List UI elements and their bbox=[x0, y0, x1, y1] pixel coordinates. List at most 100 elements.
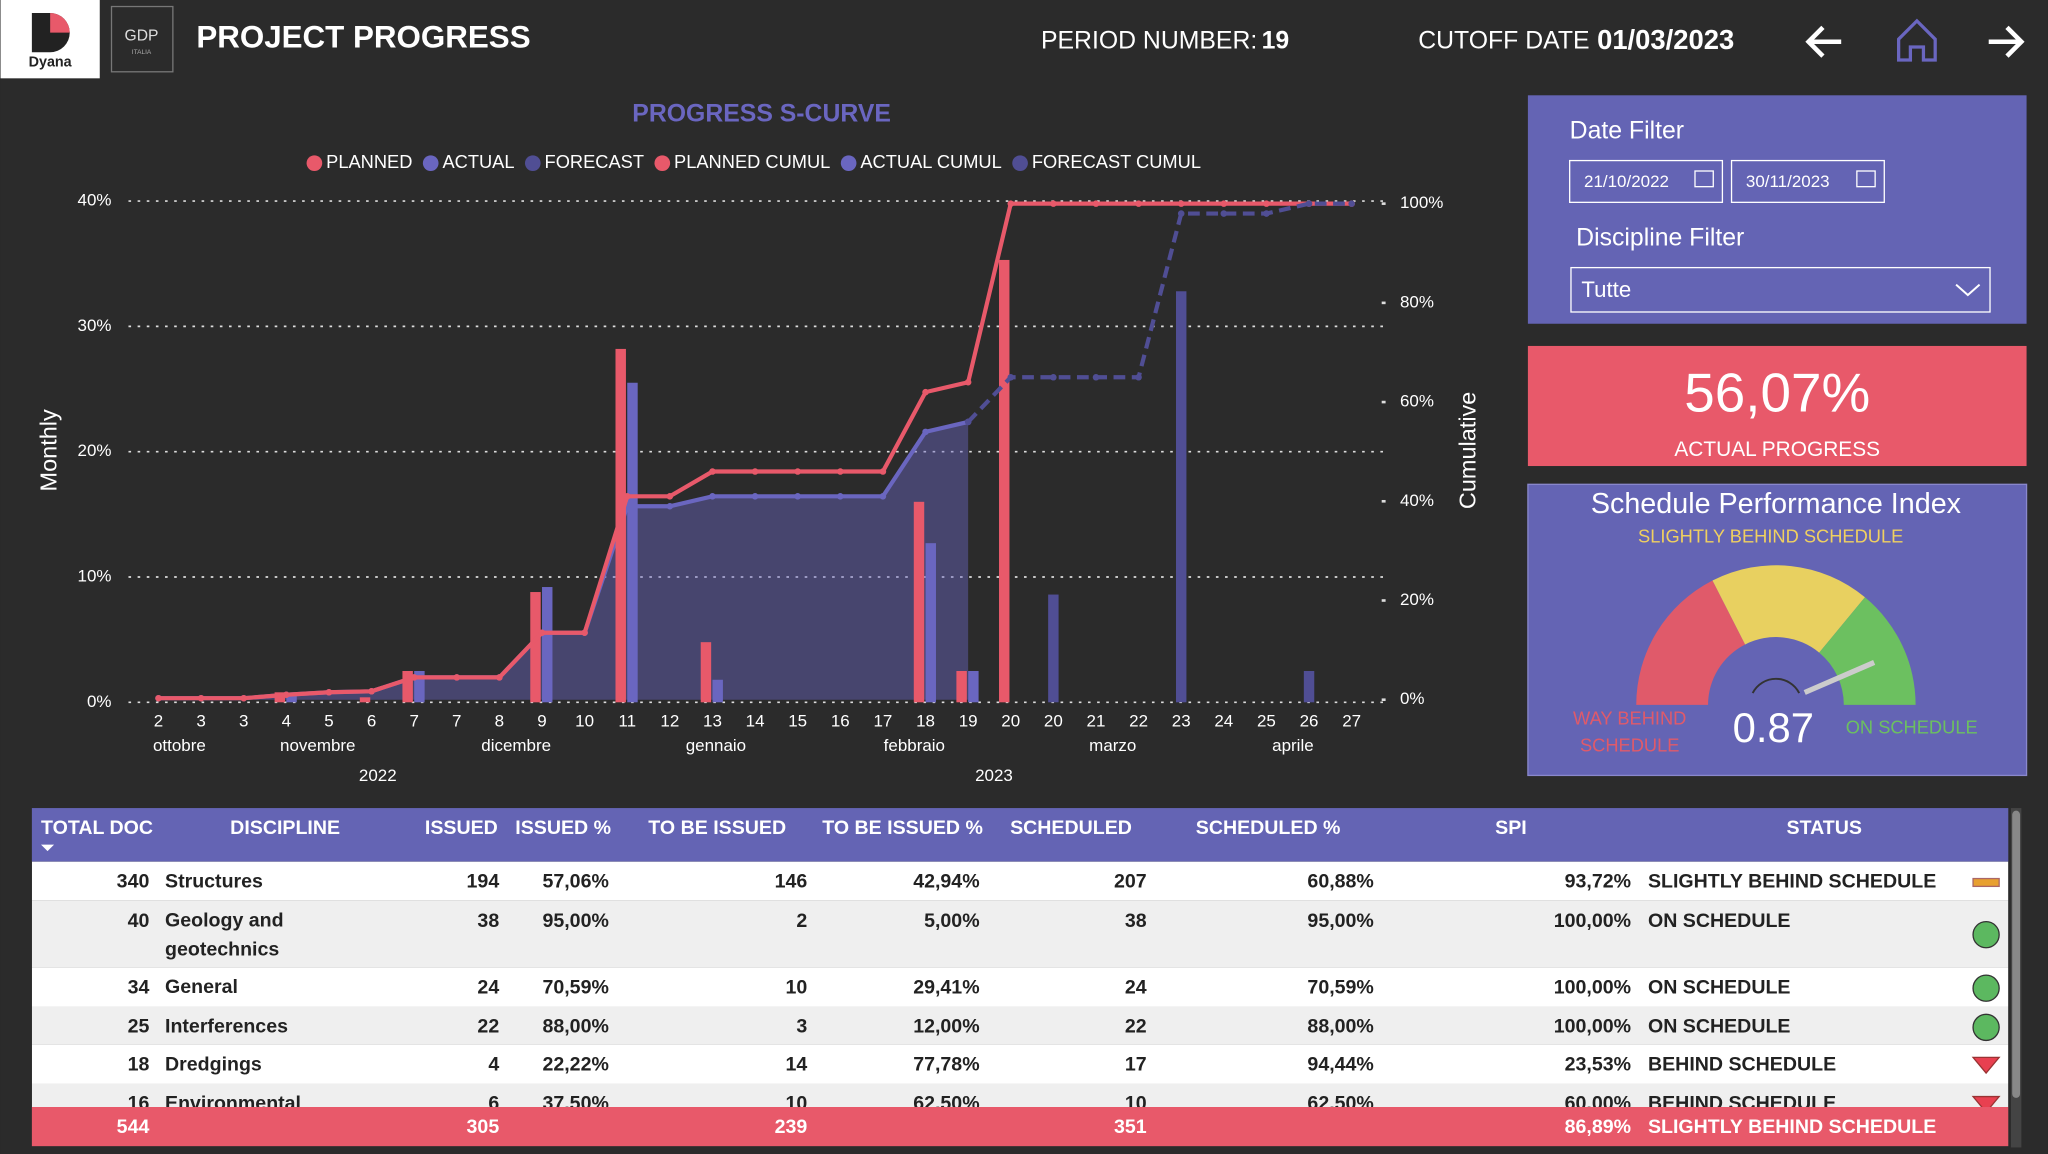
legend-swatch bbox=[524, 155, 541, 172]
date-from-box[interactable] bbox=[1569, 159, 1724, 203]
cell: 3 bbox=[796, 1016, 807, 1038]
table-row bbox=[31, 967, 2009, 1007]
cell: 10 bbox=[1125, 1093, 1147, 1115]
cell: 88,00% bbox=[1307, 1016, 1373, 1038]
kpi: 56,07% ACTUAL PROGRESS bbox=[1527, 345, 2027, 467]
legend-label: ACTUAL bbox=[442, 151, 514, 172]
gauge-band bbox=[1712, 565, 1865, 653]
y2-tick-label: 80% bbox=[1400, 292, 1434, 311]
home-button[interactable] bbox=[1897, 18, 1937, 62]
bar bbox=[968, 670, 979, 703]
line-point bbox=[1263, 200, 1270, 207]
x-tick-label: 13 bbox=[703, 711, 722, 730]
bar bbox=[913, 501, 925, 703]
column-header: SPI bbox=[1495, 817, 1527, 839]
cell: 100,00% bbox=[1554, 976, 1631, 998]
header: Dyana GDP ITALIA PROJECT PROGRESS PERIOD… bbox=[0, 0, 2025, 79]
bar bbox=[615, 348, 626, 703]
cell: 23,53% bbox=[1565, 1053, 1631, 1075]
brand: Dyana bbox=[29, 54, 73, 70]
x-tick-label: 15 bbox=[788, 711, 807, 730]
line-point bbox=[1263, 210, 1270, 217]
cell: 100,00% bbox=[1554, 1016, 1631, 1038]
y-tick-label: 10% bbox=[78, 566, 112, 585]
cell: 340 bbox=[117, 871, 150, 893]
line-point bbox=[581, 629, 588, 637]
cell: 2 bbox=[796, 910, 807, 932]
line-point bbox=[709, 493, 716, 500]
bar bbox=[712, 679, 723, 703]
filters: Date Filter 21/10/2022 30/11/2023 Discip… bbox=[1527, 95, 2027, 324]
next-button[interactable] bbox=[1988, 25, 2025, 58]
cell: 17 bbox=[1125, 1053, 1147, 1075]
cell: 14 bbox=[786, 1053, 808, 1075]
line-point bbox=[1220, 210, 1228, 217]
status-icon bbox=[1972, 877, 2000, 888]
x-tick-label: 17 bbox=[873, 711, 892, 730]
line-point bbox=[1007, 200, 1015, 207]
partner-sub: ITALIA bbox=[132, 49, 152, 56]
line-point bbox=[1135, 374, 1142, 381]
kpi-card bbox=[1527, 345, 2027, 467]
line-point bbox=[1177, 210, 1185, 217]
cell: ON SCHEDULE bbox=[1648, 976, 1791, 998]
calendar-icon bbox=[1694, 170, 1714, 188]
cutoff-label: CUTOFF DATE bbox=[1418, 27, 1589, 54]
line-point bbox=[240, 694, 247, 702]
table: TOTAL DOC DISCIPLINE ISSUED ISSUED % TO BE I… bbox=[31, 808, 2022, 1148]
line-point bbox=[1177, 200, 1185, 207]
bar bbox=[542, 587, 553, 703]
x-group-label: febbraio bbox=[884, 736, 945, 755]
cell: 38 bbox=[477, 910, 499, 932]
cell: 146 bbox=[775, 871, 808, 893]
line-point bbox=[666, 502, 674, 510]
cell: 5,00% bbox=[924, 910, 980, 932]
x-tick-label: 2 bbox=[154, 711, 163, 730]
gauge-band bbox=[1636, 580, 1746, 705]
bar bbox=[999, 259, 1010, 703]
x-tick-label: 27 bbox=[1342, 711, 1361, 730]
y-tick-label: 20% bbox=[78, 441, 112, 460]
cell: 22 bbox=[477, 1016, 499, 1038]
line-point bbox=[1135, 200, 1142, 207]
sort-indicator bbox=[41, 844, 55, 852]
cell: 22,22% bbox=[542, 1053, 608, 1075]
line-point bbox=[1092, 200, 1100, 207]
x-tick-label: 11 bbox=[618, 711, 636, 730]
cell: Structures bbox=[165, 871, 263, 893]
cell: 62,50% bbox=[1307, 1093, 1373, 1115]
legend-swatch bbox=[422, 155, 439, 172]
cell: Dredgings bbox=[165, 1053, 262, 1075]
discipline-dropdown[interactable] bbox=[1570, 266, 1991, 313]
x-tick-label: 14 bbox=[746, 711, 765, 730]
column-header: TO BE ISSUED bbox=[648, 817, 786, 839]
date-to-box[interactable] bbox=[1730, 159, 1885, 203]
scroll-thumb[interactable] bbox=[2012, 810, 2021, 1098]
cell: 88,00% bbox=[542, 1016, 608, 1038]
line-point bbox=[922, 388, 929, 396]
legend-swatch bbox=[306, 155, 323, 172]
y2-tick-label: 0% bbox=[1400, 689, 1425, 708]
legend: PLANNED ACTUAL FORECAST PLANNED CUMUL ACTUAL… bbox=[306, 151, 1201, 172]
line-point bbox=[709, 468, 716, 475]
back-button[interactable] bbox=[1805, 25, 1842, 58]
discipline-value: Tutte bbox=[1581, 277, 1631, 302]
total-cell: 239 bbox=[775, 1116, 808, 1138]
x-group-label: marzo bbox=[1089, 736, 1136, 755]
table-row bbox=[31, 861, 2009, 901]
column-header: STATUS bbox=[1787, 817, 1862, 839]
bar bbox=[627, 382, 638, 703]
cell: 77,78% bbox=[913, 1053, 979, 1075]
line-point bbox=[794, 493, 801, 500]
line-point bbox=[197, 694, 205, 702]
legend-label: FORECAST bbox=[545, 151, 644, 172]
bar bbox=[414, 670, 425, 703]
cell: 94,44% bbox=[1307, 1053, 1373, 1075]
cell: 95,00% bbox=[542, 910, 608, 932]
cell: 24 bbox=[1125, 976, 1147, 998]
y-tick-label: 0% bbox=[87, 692, 112, 711]
y-axis-title: Monthly bbox=[35, 409, 61, 491]
spi-card: Schedule Performance Index SLIGHTLY BEHI… bbox=[1527, 483, 2028, 777]
x-tick-label: 12 bbox=[660, 711, 679, 730]
kpi-label: ACTUAL PROGRESS bbox=[1674, 438, 1880, 461]
